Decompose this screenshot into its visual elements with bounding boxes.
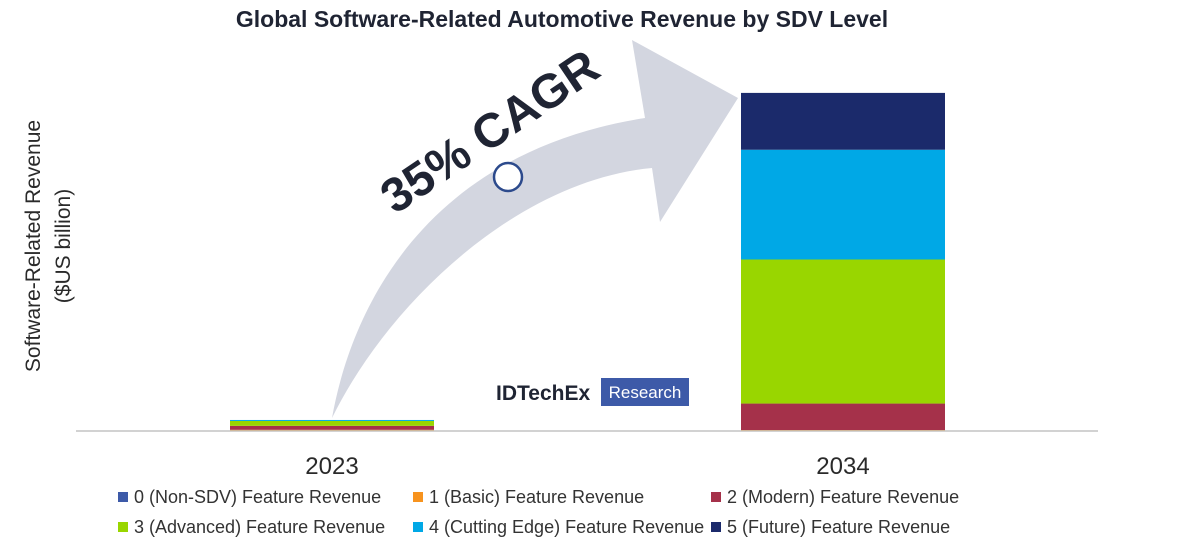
- cagr-arrow: [332, 40, 738, 418]
- legend: 0 (Non-SDV) Feature Revenue 1 (Basic) Fea…: [118, 487, 959, 537]
- idtechex-logo: IDTechEx Research: [496, 378, 689, 406]
- bar-2023-series-3: [230, 420, 434, 426]
- x-tick-label: 2023: [305, 453, 358, 480]
- cagr-marker: [492, 161, 524, 193]
- legend-label: 3 (Advanced) Feature Revenue: [134, 517, 385, 537]
- legend-label: 0 (Non-SDV) Feature Revenue: [134, 487, 381, 507]
- legend-swatch: [711, 522, 721, 532]
- bar-2034-series-5: [741, 92, 945, 150]
- legend-swatch: [711, 492, 721, 502]
- legend-label: 5 (Future) Feature Revenue: [727, 517, 950, 537]
- legend-swatch: [413, 522, 423, 532]
- bar-2034-series-4: [741, 149, 945, 260]
- y-axis-label-unit: ($US billion): [52, 189, 75, 303]
- logo-sub: Research: [609, 383, 682, 402]
- x-tick-label: 2034: [816, 453, 869, 480]
- legend-swatch: [118, 522, 128, 532]
- bar-2034-series-2: [741, 403, 945, 431]
- y-axis-label: Software-Related Revenue: [22, 120, 45, 372]
- legend-label: 4 (Cutting Edge) Feature Revenue: [429, 517, 704, 537]
- bar-2023-series-4: [230, 419, 434, 421]
- bar-2023-series-2: [230, 425, 434, 430]
- chart-title: Global Software-Related Automotive Reven…: [236, 6, 888, 32]
- logo-brand: IDTechEx: [496, 382, 590, 405]
- legend-label: 1 (Basic) Feature Revenue: [429, 487, 644, 507]
- legend-swatch: [413, 492, 423, 502]
- bar-2034-series-3: [741, 259, 945, 404]
- logo-badge: [601, 378, 689, 406]
- legend-label: 2 (Modern) Feature Revenue: [727, 487, 959, 507]
- x-ticks-group: 2023 2034: [305, 453, 869, 480]
- legend-swatch: [118, 492, 128, 502]
